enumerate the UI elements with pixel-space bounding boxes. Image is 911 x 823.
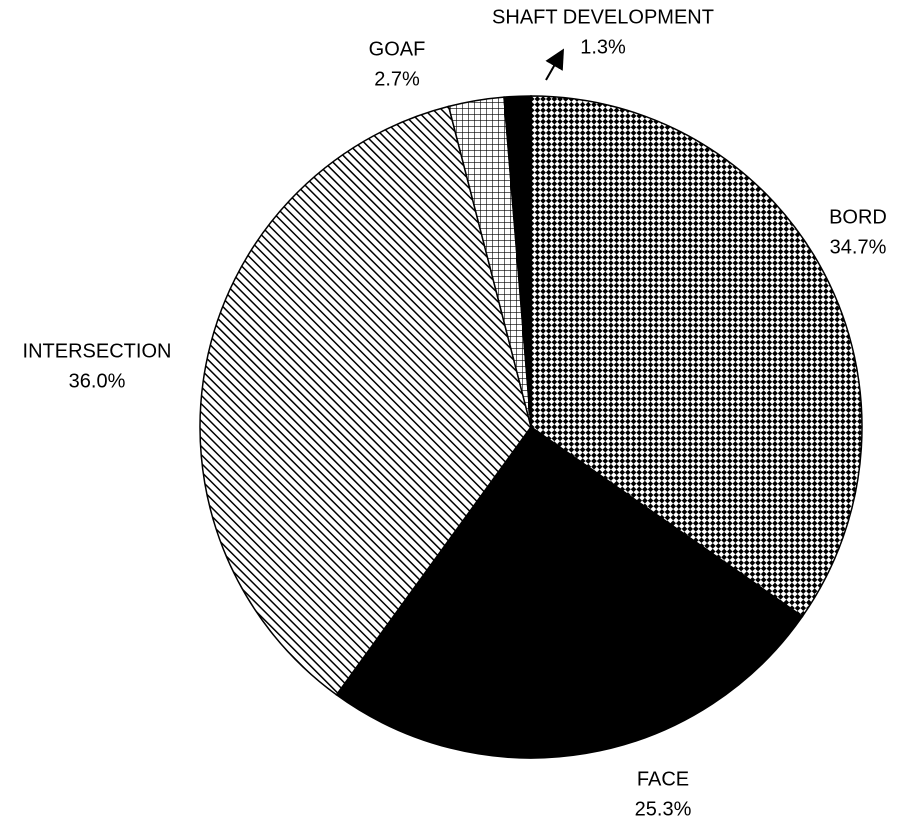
pie-slice: [503, 95, 532, 428]
slice-label: SHAFT DEVELOPMENT: [492, 6, 714, 28]
slice-value-label: 25.3%: [635, 798, 692, 820]
pie-slice: [199, 105, 532, 696]
slice-label: BORD: [829, 206, 887, 228]
leader-arrow: [545, 48, 564, 81]
slice-value-label: 1.3%: [580, 36, 626, 58]
slice-label: GOAF: [369, 38, 426, 60]
slice-label: FACE: [637, 768, 689, 790]
pie-slice: [530, 95, 863, 618]
slice-value-label: 34.7%: [830, 236, 887, 258]
slice-label: INTERSECTION: [23, 340, 172, 362]
slice-value-label: 36.0%: [69, 370, 126, 392]
slice-value-label: 2.7%: [374, 68, 420, 90]
pie-slice: [335, 425, 804, 759]
